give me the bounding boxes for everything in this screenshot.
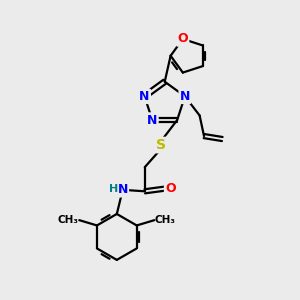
Text: N: N: [147, 113, 158, 127]
Text: S: S: [156, 138, 166, 152]
Text: N: N: [180, 90, 190, 103]
Text: CH₃: CH₃: [155, 215, 176, 225]
Text: O: O: [178, 32, 188, 46]
Text: N: N: [118, 183, 128, 196]
Text: N: N: [140, 90, 150, 103]
Text: H: H: [109, 184, 119, 194]
Text: O: O: [165, 182, 176, 195]
Text: CH₃: CH₃: [58, 215, 79, 225]
